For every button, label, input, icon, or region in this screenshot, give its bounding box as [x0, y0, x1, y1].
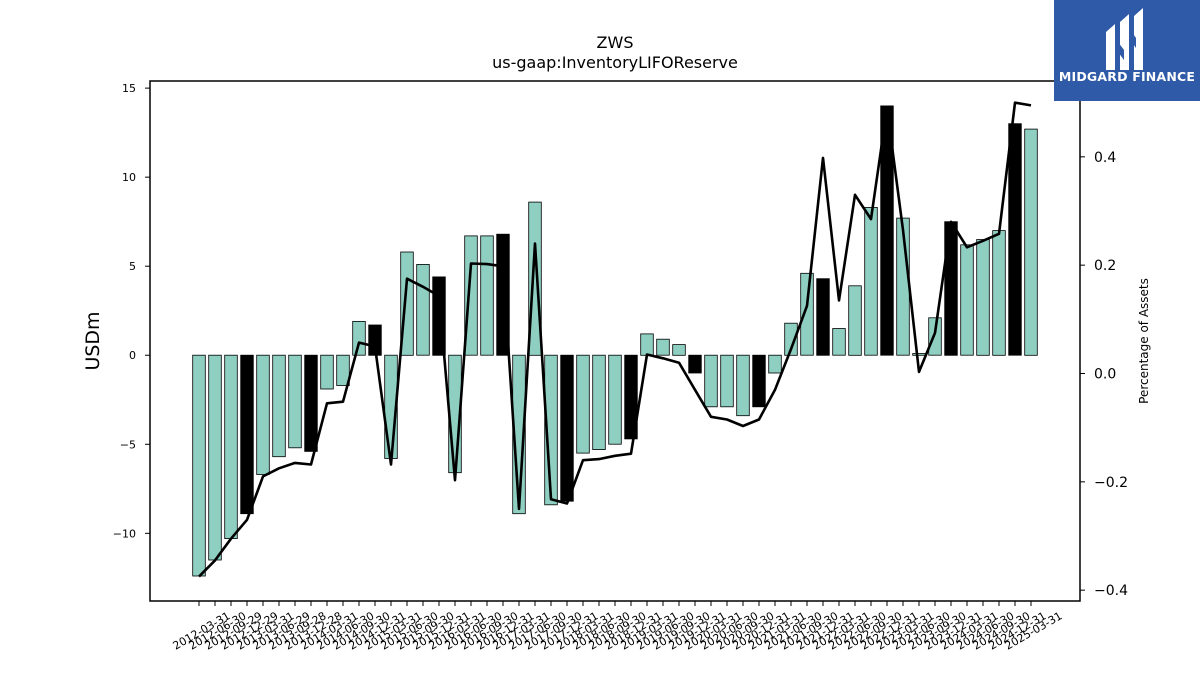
bar-2013-12-28 — [304, 354, 318, 452]
y2-tick-label: 0.4 — [1094, 150, 1116, 166]
y-tick-label: 10 — [122, 171, 136, 184]
bar-2020-09-30 — [736, 354, 750, 417]
bar-2017-12-31 — [560, 354, 574, 502]
bar-2015-09-30 — [416, 263, 430, 356]
bar-2013-03-31 — [256, 354, 270, 475]
bar-2021-06-30 — [784, 322, 798, 356]
ratio-line-group — [198, 101, 1032, 578]
bar-2012-09-30 — [224, 354, 238, 540]
bar-2020-03-31 — [704, 354, 718, 408]
bar-2023-12-31 — [944, 221, 958, 356]
axes: −10−5051015−0.4−0.20.00.20.42012-03-3120… — [113, 80, 1128, 653]
bar-2018-06-30 — [592, 354, 606, 451]
bar-2023-06-30 — [912, 353, 926, 356]
bar-group — [192, 105, 1038, 577]
bar-2018-12-31 — [624, 354, 638, 440]
bar-2023-09-30 — [928, 317, 942, 356]
y-tick-label: 5 — [129, 260, 136, 273]
bar-2019-03-31 — [640, 333, 654, 356]
bar-2021-09-30 — [800, 272, 814, 356]
y-tick-label: 0 — [129, 349, 136, 362]
bar-2024-06-30 — [976, 239, 990, 356]
bar-2016-09-30 — [480, 235, 494, 356]
bar-2014-09-30 — [352, 320, 366, 356]
bar-2024-12-31 — [1008, 123, 1022, 356]
bar-2021-12-31 — [816, 278, 830, 356]
bar-2012-12-29 — [240, 354, 254, 515]
y2-tick-label: 0.2 — [1094, 258, 1116, 274]
y-tick-label: 15 — [122, 82, 136, 95]
bar-2013-09-28 — [288, 354, 302, 449]
bar-2022-09-30 — [864, 206, 878, 356]
brand-logo: MIDGARD FINANCE — [1054, 0, 1200, 101]
midgard-logo-icon — [1106, 8, 1143, 70]
y2-tick-label: 0.0 — [1094, 367, 1116, 383]
bar-2012-03-31 — [192, 354, 206, 577]
bar-2022-03-31 — [832, 328, 846, 356]
bar-2019-12-31 — [688, 354, 702, 374]
chart-title: ZWS — [597, 33, 634, 52]
chart-subtitle: us-gaap:InventoryLIFOReserve — [492, 53, 738, 72]
y2-tick-label: −0.2 — [1094, 475, 1128, 491]
bar-2018-03-31 — [576, 354, 590, 454]
bar-2013-06-29 — [272, 354, 286, 458]
y2-tick-label: −0.4 — [1094, 583, 1128, 599]
y-tick-label: −5 — [120, 438, 136, 451]
bar-2025-03-31 — [1024, 128, 1038, 356]
bar-2024-03-31 — [960, 244, 974, 356]
y-axis-label: USDm — [82, 311, 104, 370]
bar-2019-09-30 — [672, 344, 686, 356]
bar-2016-06-30 — [464, 235, 478, 356]
bar-2021-03-31 — [768, 354, 782, 374]
y2-axis-label: Percentage of Assets — [1137, 278, 1151, 404]
ratio-line — [198, 101, 1032, 578]
brand-name: MIDGARD FINANCE — [1058, 69, 1196, 84]
bar-2019-06-30 — [656, 338, 670, 356]
bar-2012-06-30 — [208, 354, 222, 561]
bar-2022-06-30 — [848, 285, 862, 356]
bar-2024-09-30 — [992, 230, 1006, 356]
y-tick-label: −10 — [113, 527, 136, 540]
bar-2022-12-31 — [880, 105, 894, 356]
bar-2018-09-30 — [608, 354, 622, 445]
bar-2014-06-30 — [336, 354, 350, 386]
bar-2020-12-31 — [752, 354, 766, 408]
bar-2014-03-31 — [320, 354, 334, 390]
bar-2020-06-30 — [720, 354, 734, 408]
